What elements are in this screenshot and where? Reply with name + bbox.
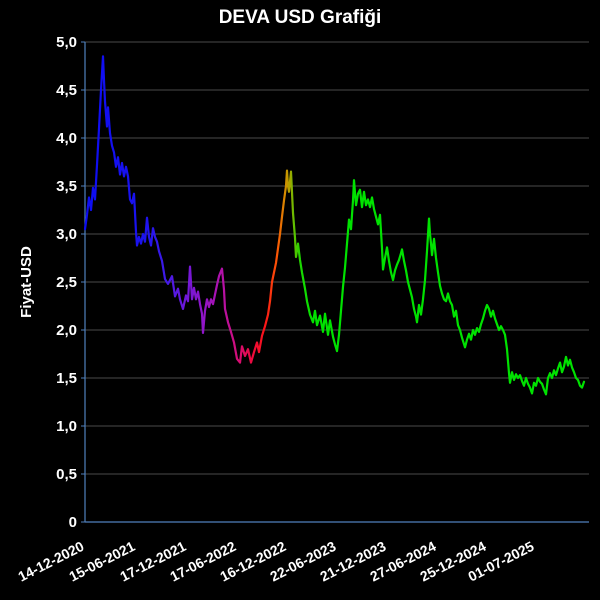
y-tick-label: 3,5 bbox=[56, 178, 77, 195]
y-tick-label: 2,5 bbox=[56, 274, 77, 291]
y-tick-label: 4,0 bbox=[56, 130, 77, 147]
y-tick-label: 5,0 bbox=[56, 34, 77, 51]
y-tick-label: 0 bbox=[69, 514, 77, 531]
y-tick-label: 0,5 bbox=[56, 466, 77, 483]
chart-title: DEVA USD Grafiği bbox=[218, 7, 382, 28]
y-tick-label: 4,5 bbox=[56, 82, 77, 99]
price-line bbox=[83, 55, 586, 396]
y-tick-label: 1,0 bbox=[56, 418, 77, 435]
y-axis-title: Fiyat-USD bbox=[18, 246, 35, 318]
y-tick-label: 2,0 bbox=[56, 322, 77, 339]
y-tick-label: 1,5 bbox=[56, 370, 77, 387]
y-tick-label: 3,0 bbox=[56, 226, 77, 243]
